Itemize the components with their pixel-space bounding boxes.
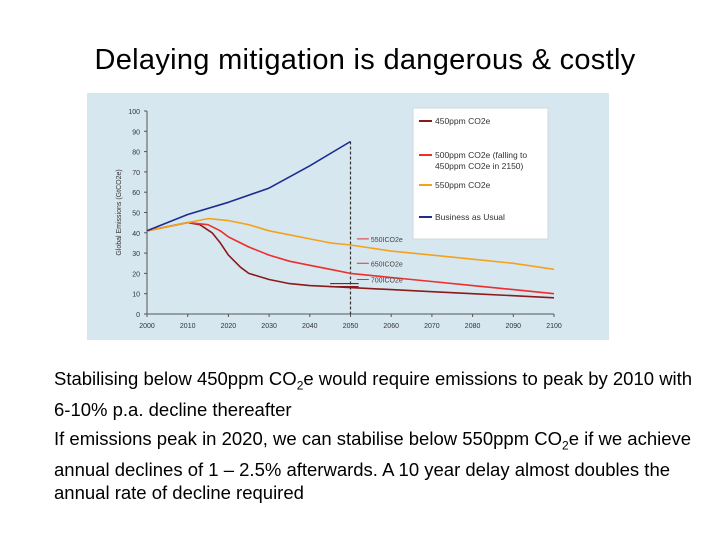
legend-entry-line: Business as Usual — [435, 212, 505, 222]
paragraph-450ppm: Stabilising below 450ppm CO2e would requ… — [54, 367, 694, 421]
y-tick-label: 30 — [132, 251, 140, 258]
x-tick-label: 2040 — [302, 323, 318, 330]
legend-entry-line: 550ppm CO2e — [435, 180, 491, 190]
y-tick-label: 50 — [132, 211, 140, 218]
para1-subscript: 2 — [296, 378, 304, 393]
y-tick-label: 90 — [132, 129, 140, 136]
legend-entry-3: 550ppm CO2e — [435, 180, 491, 190]
series-line-2 — [146, 221, 555, 295]
y-tick-label: 20 — [132, 271, 140, 278]
legend-entry-line: 450ppm CO2e in 2150) — [435, 161, 524, 171]
para1-text: Stabilising below 450ppm CO — [54, 368, 297, 389]
series-line-1 — [146, 221, 555, 299]
y-tick-label: 0 — [136, 312, 140, 319]
legend-box — [412, 107, 549, 240]
annotation-label: 650ICO2e — [371, 261, 403, 268]
y-tick-label: 80 — [132, 150, 140, 157]
annotation-label: 550ICO2e — [371, 237, 403, 244]
slide-title: Delaying mitigation is dangerous & costl… — [94, 44, 636, 76]
legend-entry-4: Business as Usual — [435, 212, 505, 222]
y-tick-label: 10 — [132, 292, 140, 299]
y-tick-label: 60 — [132, 190, 140, 197]
para2-text: If emissions peak in 2020, we can stabil… — [54, 428, 562, 449]
x-tick-label: 2100 — [546, 323, 562, 330]
x-tick-label: 2020 — [221, 323, 237, 330]
legend-entry-1: 450ppm CO2e — [435, 116, 491, 126]
y-tick-label: 70 — [132, 170, 140, 177]
y-tick-label: 40 — [132, 231, 140, 238]
y-tick-label: 100 — [128, 109, 140, 116]
x-tick-label: 2060 — [383, 323, 399, 330]
x-tick-label: 2050 — [343, 323, 359, 330]
para2-subscript: 2 — [562, 438, 569, 453]
series-line-4 — [146, 140, 351, 232]
legend-entry-2: 500ppm CO2e (falling to 450ppm CO2e in 21… — [435, 150, 527, 171]
para1-text-end: e would require emissions to peak by 201… — [54, 368, 693, 420]
para2-text-end: e if we achieve annual declines of 1 – 2… — [54, 428, 692, 503]
x-tick-label: 2090 — [506, 323, 522, 330]
annotation-label: 700ICO2e — [371, 277, 403, 284]
x-tick-label: 2070 — [424, 323, 440, 330]
x-tick-label: 2080 — [465, 323, 481, 330]
legend-entry-line: 500ppm CO2e (falling to — [435, 150, 527, 160]
series-line-3 — [146, 217, 555, 271]
x-tick-label: 2000 — [139, 323, 155, 330]
x-tick-label: 2010 — [180, 323, 196, 330]
y-axis-label: Global Emissions (GtCO2e) — [116, 169, 123, 255]
legend-entry-line: 450ppm CO2e — [435, 116, 491, 126]
paragraph-550ppm: If emissions peak in 2020, we can stabil… — [54, 427, 694, 504]
x-tick-label: 2030 — [261, 323, 277, 330]
emissions-chart: 0 10 20 30 40 50 60 70 80 90 100 2000 2010 2020 2030 20… — [87, 93, 609, 340]
